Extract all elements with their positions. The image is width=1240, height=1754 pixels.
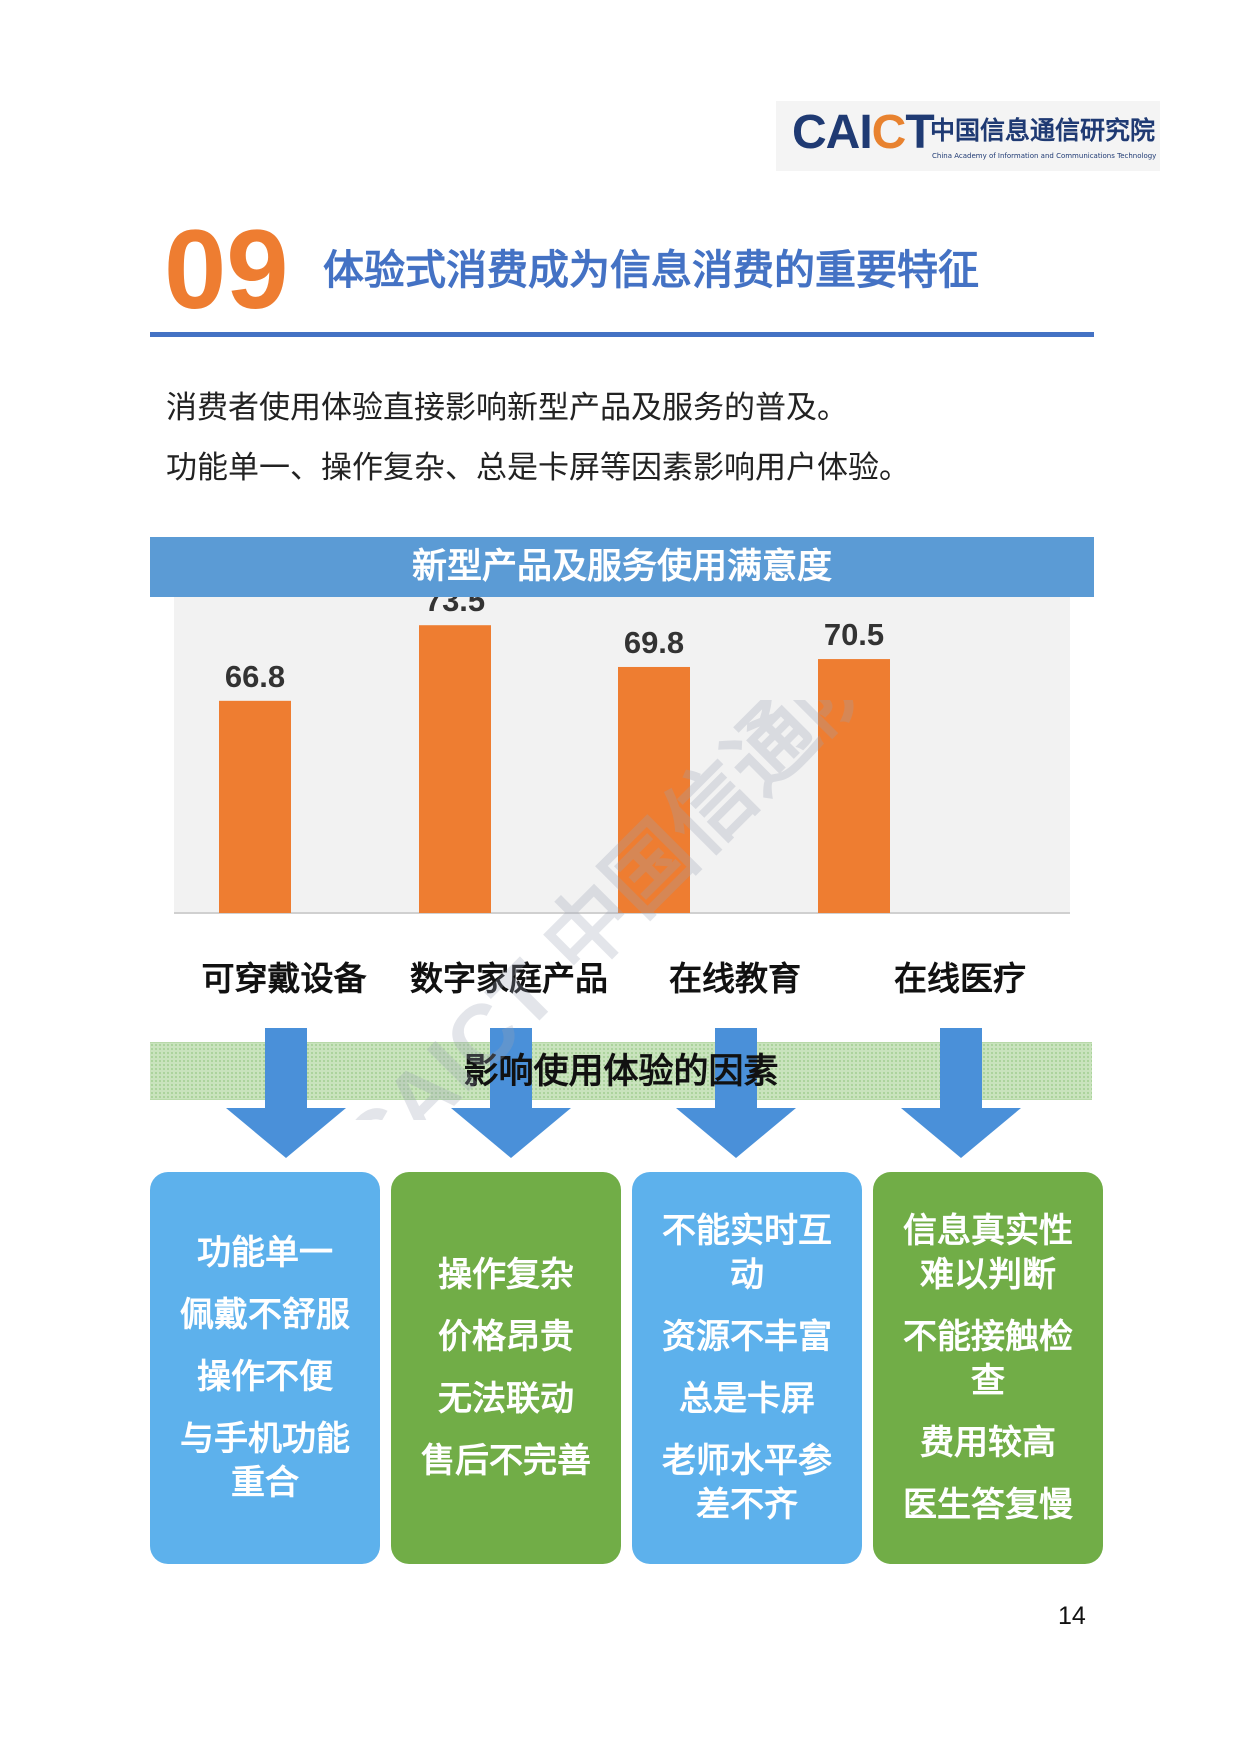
factor-item: 医生答复慢 (903, 1485, 1073, 1525)
factor-box-wearables: 功能单一 佩戴不舒服 操作不便 与手机功能重合 (150, 1172, 380, 1564)
factors-title: 影响使用体验的因素 (463, 1052, 779, 1092)
factor-item: 操作复杂 (438, 1255, 574, 1295)
factor-item: 费用较高 (920, 1423, 1056, 1463)
category-label-online-medical: 在线医疗 (894, 959, 1026, 998)
factor-box-smart-home: 操作复杂 价格昂贵 无法联动 售后不完善 (391, 1172, 621, 1564)
section-title: 体验式消费成为信息消费的重要特征 (323, 246, 979, 294)
category-label-online-education: 在线教育 (669, 959, 801, 998)
bar-value-label-1: 66.8 (225, 659, 285, 694)
category-label-wearables: 可穿戴设备 (201, 959, 367, 998)
down-arrow-icon (226, 1028, 346, 1158)
bar-1 (219, 700, 291, 913)
bar-4 (818, 659, 890, 913)
logo-chinese-name: 中国信息通信研究院 (930, 116, 1156, 145)
section-number: 09 (164, 207, 289, 332)
factor-box-online-medical: 信息真实性难以判断 不能接触检查 费用较高 医生答复慢 (873, 1172, 1103, 1564)
bar-value-label-4: 70.5 (824, 617, 884, 652)
chart-title: 新型产品及服务使用满意度 (150, 537, 1094, 597)
bar-value-label-3: 69.8 (624, 625, 684, 660)
factor-item: 总是卡屏 (679, 1379, 815, 1419)
down-arrow-icon (451, 1028, 571, 1158)
factor-item: 功能单一 (197, 1233, 333, 1273)
factor-box-online-education: 不能实时互动 资源不丰富 总是卡屏 老师水平参差不齐 (632, 1172, 862, 1564)
down-arrow-icon (676, 1028, 796, 1158)
title-divider (150, 332, 1094, 337)
factor-item: 信息真实性难以判断 (903, 1211, 1073, 1295)
factor-item: 操作不便 (197, 1357, 333, 1397)
factor-item: 价格昂贵 (438, 1317, 574, 1357)
logo-mark: CAICT (792, 106, 935, 159)
page-number: 14 (1058, 1602, 1086, 1630)
chart-svg: 66.8 73.5 69.8 70.5 (174, 583, 1070, 914)
bar-3 (618, 666, 690, 913)
factor-item: 资源不丰富 (662, 1317, 832, 1357)
down-arrow-icon (901, 1028, 1021, 1158)
factor-item: 不能接触检查 (903, 1317, 1073, 1401)
bar-value-label-2: 73.5 (425, 597, 485, 618)
factor-item: 佩戴不舒服 (180, 1295, 350, 1335)
intro-line-1: 消费者使用体验直接影响新型产品及服务的普及。 (166, 390, 848, 426)
factor-item: 无法联动 (438, 1379, 574, 1419)
factor-item: 与手机功能重合 (180, 1419, 350, 1503)
bar-2 (419, 625, 491, 913)
logo-english-name: China Academy of Information and Communi… (932, 152, 1157, 160)
factor-item: 不能实时互动 (662, 1211, 832, 1295)
satisfaction-chart: 66.8 73.5 69.8 70.5 (174, 583, 1070, 917)
intro-line-2: 功能单一、操作复杂、总是卡屏等因素影响用户体验。 (166, 450, 910, 486)
factor-item: 售后不完善 (421, 1441, 591, 1481)
caict-logo: CAICT 中国信息通信研究院 China Academy of Informa… (776, 101, 1160, 171)
category-label-smart-home: 数字家庭产品 (410, 959, 608, 998)
factor-item: 老师水平参差不齐 (662, 1441, 832, 1525)
